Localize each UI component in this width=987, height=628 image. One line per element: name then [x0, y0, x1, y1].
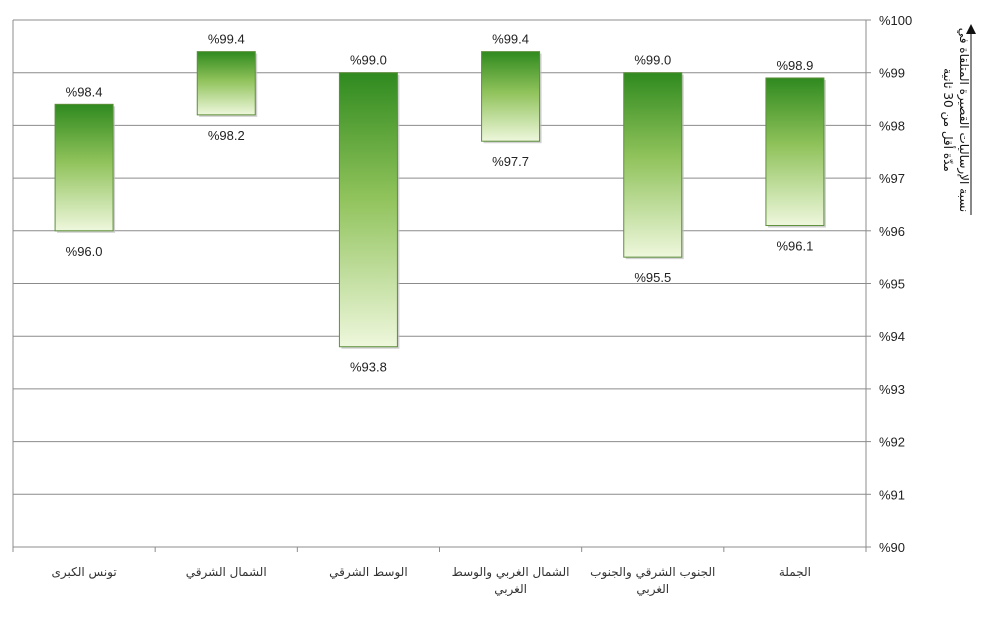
low-value-label: %93.8: [350, 360, 387, 375]
category-label-line: الجنوب الشرقي والجنوب: [590, 565, 715, 580]
y-tick-label: %90: [879, 540, 905, 555]
y-axis-title-line: نسبة الإرساليات القصيرة المتلقاة في: [956, 28, 971, 213]
low-value-label: %98.2: [208, 128, 245, 143]
high-value-label: %98.9: [776, 58, 813, 73]
low-value-label: %96.1: [776, 239, 813, 254]
gridlines: [12, 19, 867, 552]
y-tick-label: %98: [879, 118, 905, 133]
y-tick-label: %93: [879, 382, 905, 397]
high-value-label: %99.4: [208, 32, 245, 47]
category-label-line: الجملة: [779, 565, 811, 579]
y-tick-label: %100: [879, 13, 912, 28]
category-label-line: الشمال الغربي والوسط: [452, 565, 570, 580]
category-label: الجملة: [779, 565, 811, 579]
y-tick-label: %97: [879, 171, 905, 186]
bars: [54, 51, 826, 349]
data-labels: %98.9 %96.1 %99.0 %95.5 %99.4 %97.7 %99.0 %93.8…: [66, 32, 814, 375]
category-label-line: الوسط الشرقي: [329, 565, 408, 580]
y-axis-ticks: %90 %91 %92 %93 %94 %95 %96 %97 %98 %99 %100: [866, 13, 912, 555]
category-label: الجنوب الشرقي والجنوب الغربي: [590, 565, 715, 597]
category-label-line: الغربي: [494, 582, 527, 597]
y-axis-title: نسبة الإرساليات القصيرة المتلقاة فيمدّة …: [940, 24, 976, 215]
range-bar: [765, 77, 825, 227]
category-label: الشمال الشرقي: [186, 565, 267, 580]
y-axis-title-line: مدّة أقل من 30 ثانية: [940, 68, 956, 172]
category-label-line: الغربي: [636, 582, 669, 597]
y-tick-label: %91: [879, 487, 905, 502]
high-value-label: %99.0: [634, 53, 671, 68]
range-bar: [338, 72, 398, 348]
high-value-label: %99.0: [350, 53, 387, 68]
high-value-label: %98.4: [66, 84, 103, 99]
low-value-label: %95.5: [634, 270, 671, 285]
range-bar: [623, 72, 683, 258]
category-label-line: تونس الكبرى: [51, 565, 116, 580]
range-bar: [481, 51, 541, 142]
low-value-label: %97.7: [492, 154, 529, 169]
category-label-line: الشمال الشرقي: [186, 565, 267, 580]
y-tick-label: %92: [879, 435, 905, 450]
y-tick-label: %96: [879, 224, 905, 239]
y-axis-arrow-head: [966, 24, 976, 34]
category-label: الشمال الغربي والوسط الغربي: [452, 565, 570, 597]
low-value-label: %96.0: [66, 244, 103, 259]
category-label: تونس الكبرى: [51, 565, 116, 580]
range-bar: [54, 103, 114, 232]
range-bar: [196, 51, 256, 116]
y-tick-label: %99: [879, 66, 905, 81]
y-tick-label: %94: [879, 329, 905, 344]
category-label: الوسط الشرقي: [329, 565, 408, 580]
y-axis-title-group: نسبة الإرساليات القصيرة المتلقاة فيمدّة …: [940, 28, 971, 213]
y-tick-label: %95: [879, 277, 905, 292]
high-value-label: %99.4: [492, 32, 529, 47]
